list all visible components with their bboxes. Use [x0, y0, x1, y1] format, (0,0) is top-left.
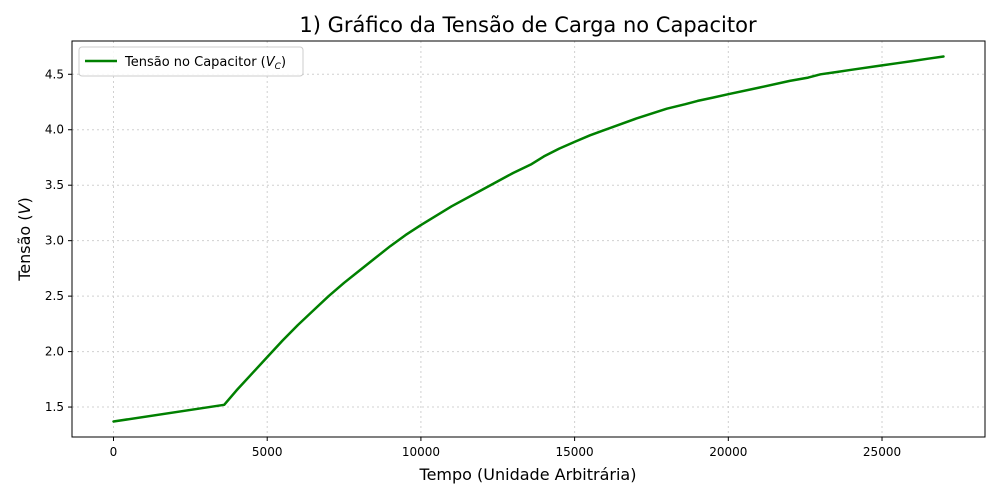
legend: Tensão no Capacitor (VC)	[78, 46, 304, 77]
y-tick-label: 2.0	[45, 345, 64, 359]
y-tick-label: 3.5	[45, 178, 64, 192]
series-line	[112, 55, 945, 423]
y-axis-label-end: )	[15, 197, 34, 203]
legend-label-sub: C	[275, 62, 282, 72]
x-tick-label: 0	[110, 445, 118, 459]
series-layer	[112, 55, 945, 423]
legend-label-var: V	[266, 55, 276, 70]
x-grid	[113, 41, 883, 437]
y-axis-label-main: Tensão (	[15, 214, 34, 281]
y-grid	[72, 73, 985, 408]
y-ticks: 1.5 2.0 2.5 3.0 3.5 4.0 4.5	[45, 67, 72, 414]
legend-label-end: )	[281, 55, 286, 70]
plot-frame	[71, 40, 986, 438]
y-tick-label: 2.5	[45, 289, 64, 303]
x-tick-label: 10000	[402, 445, 440, 459]
x-ticks: 0 5000 10000 15000 20000 25000	[110, 437, 901, 459]
y-tick-label: 3.0	[45, 234, 64, 248]
x-tick-label: 25000	[863, 445, 901, 459]
chart-title: 1) Gráfico da Tensão de Carga no Capacit…	[299, 13, 757, 37]
legend-label-main: Tensão no Capacitor (	[124, 55, 266, 70]
y-tick-label: 4.5	[45, 67, 64, 81]
x-tick-label: 20000	[709, 445, 747, 459]
x-tick-label: 5000	[252, 445, 283, 459]
y-axis-label: Tensão (V)	[15, 197, 34, 282]
y-tick-label: 4.0	[45, 123, 64, 137]
x-tick-label: 15000	[556, 445, 594, 459]
y-tick-label: 1.5	[45, 400, 64, 414]
legend-box	[78, 46, 304, 77]
y-axis-label-var: V	[15, 202, 34, 214]
x-axis-label: Tempo (Unidade Arbitrária)	[419, 465, 637, 484]
legend-entry: Tensão no Capacitor (VC)	[124, 55, 286, 72]
